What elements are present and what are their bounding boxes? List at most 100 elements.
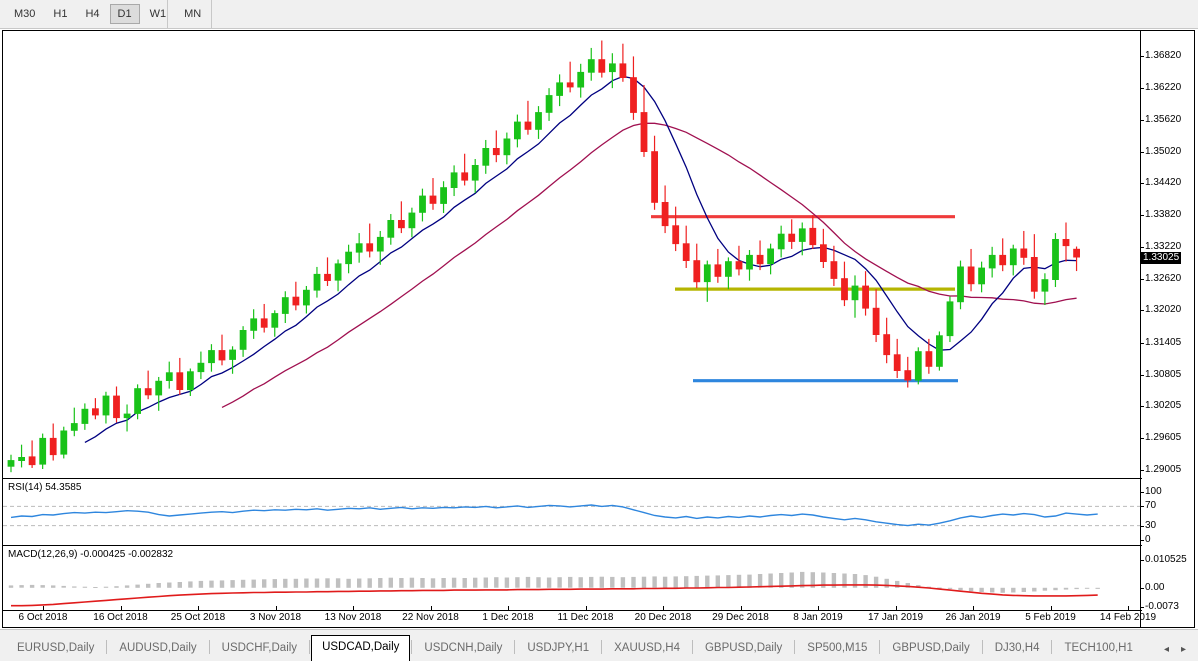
date-tick-mark <box>663 606 664 610</box>
chart-tab-dj30-h4[interactable]: DJ30,H4 <box>994 642 1040 654</box>
date-tick-mark <box>1128 606 1129 610</box>
rsi-tick-mark <box>1140 492 1144 493</box>
date-tick-mark <box>353 606 354 610</box>
price-tick-mark <box>1140 406 1144 408</box>
rsi-tick-label: 70 <box>1145 500 1157 512</box>
chart-tab-audusd-daily[interactable]: AUDUSD,Daily <box>119 642 197 654</box>
price-tick-label: 1.30205 <box>1145 400 1182 412</box>
macd-tick-mark <box>1140 587 1144 589</box>
timeframe-button-d1[interactable]: D1 <box>109 4 140 24</box>
price-tick-mark <box>1140 119 1144 121</box>
timeframe-button-mn[interactable]: MN <box>184 8 202 20</box>
date-tick-mark <box>198 606 199 610</box>
rsi-tick-label: 0 <box>1145 534 1151 545</box>
price-tick-mark <box>1140 278 1144 280</box>
price-tick-mark <box>1140 374 1144 376</box>
tab-divider <box>106 640 108 654</box>
date-tick-label: 11 Dec 2018 <box>557 612 614 623</box>
timeframe-button-group: M30 H1 H4 D1 W1 MN <box>0 0 213 28</box>
price-tick-label: 1.32620 <box>1145 272 1182 284</box>
price-scale-axis[interactable]: 1.36820 1.36220 1.35620 1.35020 1.34420 1.338… <box>1140 31 1194 627</box>
date-tick-mark <box>275 606 277 610</box>
macd-tick-mark <box>1140 560 1144 561</box>
tab-divider <box>1051 640 1053 654</box>
date-tick-mark <box>430 606 432 610</box>
timeframe-toolbar: M30 H1 H4 D1 W1 MN <box>0 0 1198 29</box>
chart-tab-sp500-m15[interactable]: SP500,M15 <box>807 642 868 654</box>
date-tick-mark <box>818 606 819 610</box>
price-tick-label: 1.32020 <box>1145 304 1182 316</box>
price-tick-mark <box>1140 246 1144 248</box>
price-tick-mark <box>1140 151 1144 153</box>
time-axis: 6 Oct 2018 16 Oct 2018 25 Oct 2018 3 Nov 20… <box>3 606 1156 627</box>
price-tick-label: 1.30805 <box>1145 368 1182 380</box>
macd-pane[interactable]: MACD(12,26,9) -0.000425 -0.002832 <box>3 547 1142 611</box>
chart-tab-eurusd-daily[interactable]: EURUSD,Daily <box>17 642 95 654</box>
date-tick-mark <box>740 606 742 610</box>
date-tick-label: 16 Oct 2018 <box>93 612 148 623</box>
price-tick-label: 1.36820 <box>1145 50 1182 62</box>
date-tick-label: 26 Jan 2019 <box>945 612 1001 623</box>
price-tick-mark <box>1140 310 1144 312</box>
rsi-pane[interactable]: RSI(14) 54.3585 <box>3 480 1142 546</box>
timeframe-button-m30[interactable]: M30 <box>14 8 36 20</box>
price-tick-mark <box>1140 88 1144 90</box>
date-tick-label: 22 Nov 2018 <box>402 612 459 623</box>
triangle-right-icon[interactable]: ▸ <box>1180 644 1186 655</box>
rsi-tick-label: 30 <box>1145 519 1157 531</box>
date-tick-label: 13 Nov 2018 <box>324 612 382 623</box>
macd-label: MACD(12,26,9) -0.000425 -0.002832 <box>8 549 174 560</box>
date-tick-label: 20 Dec 2018 <box>634 612 692 623</box>
chart-tab-gbpusd-daily[interactable]: GBPUSD,Daily <box>704 642 783 654</box>
chart-tab-xauusd-h4[interactable]: XAUUSD,H4 <box>614 642 680 654</box>
price-tick-label: 1.29605 <box>1145 432 1182 444</box>
chart-tab-usdchf-daily[interactable]: USDCHF,Daily <box>221 642 298 654</box>
date-tick-label: 25 Oct 2018 <box>170 612 226 623</box>
current-price-label: 1.33025 <box>1141 252 1182 265</box>
date-tick-mark <box>973 606 974 610</box>
price-tick-mark <box>1140 469 1144 471</box>
price-tick-label: 1.34420 <box>1145 177 1182 189</box>
date-tick-mark <box>120 606 122 610</box>
date-tick-mark <box>895 606 897 610</box>
price-tick-mark <box>1140 215 1144 217</box>
rsi-tick-mark <box>1140 525 1144 527</box>
price-tick-label: 1.29005 <box>1145 463 1182 475</box>
price-tick-label: 1.35620 <box>1145 113 1182 125</box>
price-tick-mark <box>1140 438 1144 440</box>
price-tick-label: 1.35020 <box>1145 145 1182 157</box>
date-tick-mark <box>585 606 587 610</box>
macd-tick-label: -0.0073 <box>1145 601 1179 612</box>
timeframe-button-w1[interactable]: W1 <box>149 8 167 20</box>
date-tick-label: 17 Jan 2019 <box>867 612 924 623</box>
macd-plot <box>8 571 1100 607</box>
chart-tab-tech100-h1[interactable]: TECH100,H1 <box>1064 642 1133 654</box>
price-tick-label: 1.33220 <box>1145 240 1182 252</box>
timeframe-button-h1[interactable]: H1 <box>53 8 68 20</box>
date-tick-mark <box>1050 606 1052 610</box>
rsi-label: RSI(14) 54.3585 <box>8 482 82 493</box>
chart-tabs: EURUSD,Daily AUDUSD,Daily USDCHF,Daily USDC… <box>0 635 1144 661</box>
chart-tab-gbpusd-daily[interactable]: GBPUSD,Daily <box>892 642 970 654</box>
date-tick-label: 1 Dec 2018 <box>482 612 534 623</box>
chart-tab-usdjpy-h1[interactable]: USDJPY,H1 <box>527 642 590 654</box>
date-tick-label: 8 Jan 2019 <box>793 612 843 623</box>
tab-divider <box>601 640 603 654</box>
chart-area[interactable]: USDCAD,Daily 1.33175 1.33226 1.32762 1.3… <box>2 30 1195 628</box>
candlestick-plot <box>7 40 1080 473</box>
triangle-left-icon[interactable]: ◂ <box>1163 644 1169 655</box>
price-tick-mark <box>1140 56 1144 58</box>
tab-divider <box>981 640 983 654</box>
rsi-tick-mark <box>1140 540 1144 541</box>
chart-tab-usdcad-daily[interactable]: USDCAD,Daily <box>311 635 411 661</box>
macd-tick-label: 0.010525 <box>1145 554 1187 565</box>
price-pane[interactable] <box>3 31 1142 479</box>
chart-tab-usdcnh-daily[interactable]: USDCNH,Daily <box>424 642 503 654</box>
date-tick-label: 5 Feb 2019 <box>1025 612 1076 623</box>
date-tick-label: 14 Feb 2019 <box>1099 612 1157 623</box>
timeframe-button-h4[interactable]: H4 <box>85 8 100 20</box>
date-tick-mark <box>43 606 44 610</box>
price-tick-mark <box>1140 342 1144 344</box>
macd-tick-label: 0.00 <box>1145 581 1165 593</box>
